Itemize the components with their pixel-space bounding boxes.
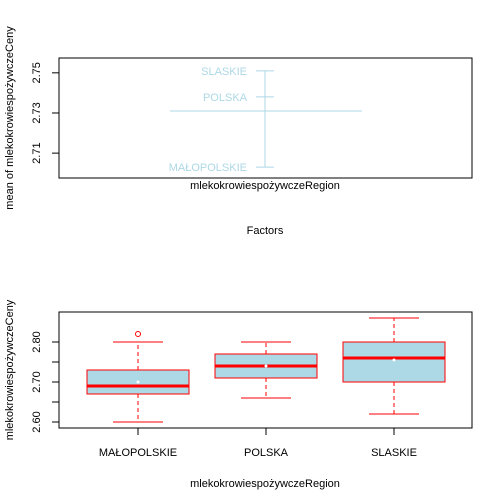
mean-point (136, 380, 140, 384)
bottom-x-tick-label: MAŁOPOLSKIE (99, 447, 177, 459)
top-y-tick-label: 2.71 (31, 142, 43, 163)
bottom-y-axis: 2.60 2.70 2.80 (31, 331, 60, 433)
bottom-x-tick-label: POLSKA (244, 447, 289, 459)
level-label: POLSKA (203, 92, 248, 104)
mean-point (264, 364, 268, 368)
bottom-x-axis: MAŁOPOLSKIE POLSKA SLASKIE (99, 427, 417, 459)
iqr-box (342, 341, 446, 383)
boxplot-panel: 2.60 2.70 2.80 MAŁOPOLSKIE POLSKA SLASKIE ml… (4, 299, 473, 490)
level-label: SLASKIE (201, 66, 247, 78)
boxplot-marks (86, 317, 446, 423)
design-plot-panel: 2.71 2.73 2.75 SLASKIE POLSKA MAŁOPOLSKIE ml… (4, 26, 473, 237)
top-y-tick-label: 2.73 (31, 102, 43, 123)
top-y-tick-label: 2.75 (31, 62, 43, 83)
outlier-point (135, 331, 141, 337)
bottom-y-axis-title: mlekokrowiespożywczeCeny (4, 299, 16, 440)
top-x-axis-title: Factors (247, 225, 284, 237)
level-label: MAŁOPOLSKIE (169, 162, 247, 174)
bottom-y-tick-label: 2.60 (31, 411, 43, 432)
top-y-axis: 2.71 2.73 2.75 (31, 62, 60, 164)
bottom-y-tick-label: 2.70 (31, 371, 43, 392)
design-plot-marks: SLASKIE POLSKA MAŁOPOLSKIE (169, 66, 362, 174)
top-y-axis-title: mean of mlekokrowiespożywczeCeny (4, 26, 16, 210)
factor-label: mlekokrowiespożywczeRegion (190, 180, 340, 192)
bottom-y-tick-label: 2.80 (31, 331, 43, 352)
bottom-x-axis-title: mlekokrowiespożywczeRegion (190, 478, 340, 490)
mean-point (392, 358, 396, 362)
bottom-x-tick-label: SLASKIE (371, 447, 417, 459)
